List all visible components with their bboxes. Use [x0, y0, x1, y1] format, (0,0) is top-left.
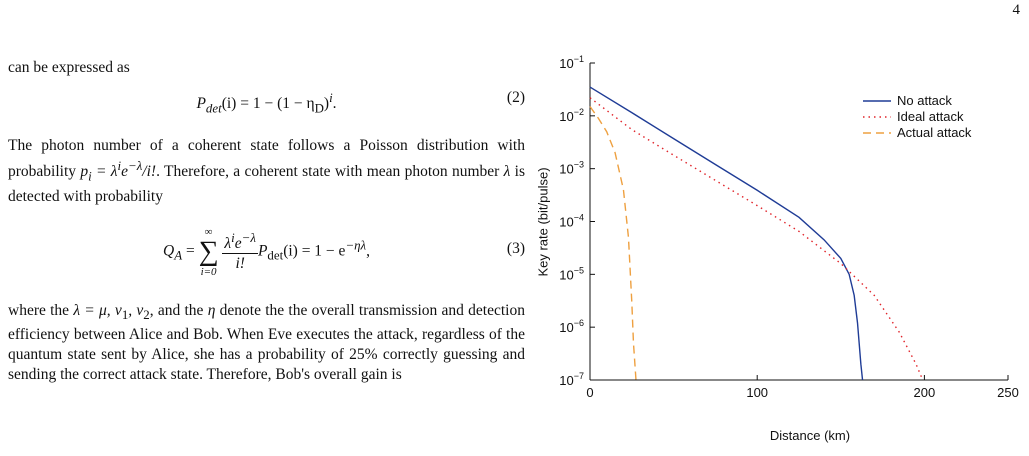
eq-part: λ — [224, 235, 232, 253]
y-tick-label: 10−2 — [559, 107, 584, 124]
text-run: 1 — [121, 306, 129, 322]
x-axis-label: Distance (km) — [770, 428, 850, 443]
eq-part: = — [185, 242, 195, 260]
text-run: , ν — [128, 301, 144, 319]
eq-part: D — [314, 100, 324, 116]
text-run: p — [80, 163, 89, 181]
text-run: λ = μ, ν — [73, 301, 122, 319]
y-tick-label: 10−3 — [559, 160, 584, 177]
x-tick-label: 100 — [746, 385, 768, 400]
equation-number: (2) — [506, 89, 525, 106]
eq-part: A — [174, 247, 183, 263]
text-run: where the — [8, 301, 74, 319]
eq-part: i! — [235, 255, 245, 273]
text-run: The photon number of a coherent state fo… — [8, 137, 525, 181]
summation: ∞ ∑ i=0 — [199, 225, 219, 279]
paragraph: The photon number of a coherent state fo… — [8, 136, 525, 206]
eq-part: i — [329, 90, 333, 105]
eq-part: . — [332, 95, 337, 113]
text-run: /i! — [142, 163, 157, 181]
eq-part: −ηλ — [345, 236, 367, 252]
legend-label: Ideal attack — [897, 109, 964, 124]
text-run: i — [117, 158, 122, 174]
y-axis-label: Key rate (bit/pulse) — [535, 167, 550, 276]
text-run: 2 — [143, 306, 150, 322]
text-run: e — [121, 163, 128, 181]
text-column: can be expressed as Pdet(i) = 1 − (1 − η… — [8, 58, 525, 385]
eq-part: (i) = 1 − (1 − η — [221, 95, 315, 113]
x-tick-label: 250 — [997, 385, 1019, 400]
eq-part: −λ — [241, 229, 256, 245]
eq-part: P — [196, 95, 206, 113]
y-tick-label: 10−4 — [559, 213, 584, 230]
x-tick-label: 200 — [914, 385, 936, 400]
eq-part: i — [231, 229, 235, 245]
eq-part: ∑ — [198, 235, 219, 267]
eq-part: Q — [162, 242, 175, 260]
text-run: η — [207, 301, 216, 319]
legend-label: Actual attack — [897, 125, 972, 140]
text-run: , and the — [149, 301, 208, 319]
x-tick-label: 0 — [586, 385, 593, 400]
paragraph: where the λ = μ, ν1, ν2, and the η denot… — [8, 301, 525, 385]
eq-part: P — [257, 242, 268, 260]
text-run: i — [88, 168, 92, 184]
eq-part: e — [234, 235, 242, 253]
equation-number: (3) — [506, 239, 525, 257]
eq-part: i=0 — [200, 265, 217, 278]
y-tick-label: 10−7 — [559, 371, 584, 388]
eq-part: det — [267, 247, 284, 263]
line-series — [589, 97, 924, 381]
line-series — [589, 86, 864, 381]
equation: QA = ∞ ∑ i=0 λie−λ i! Pdet(i) = 1 − e−ηλ, (3… — [8, 225, 525, 279]
eq-part: (i) = 1 − e — [283, 242, 346, 260]
y-tick-label: 10−6 — [559, 318, 584, 335]
legend-label: No attack — [897, 93, 952, 108]
text-run: −λ — [127, 158, 143, 174]
text-run: λ — [503, 163, 511, 181]
eq-part: ∞ — [204, 225, 213, 238]
eq-part: , — [366, 242, 371, 260]
chart: Distance (km) Key rate (bit/pulse) 10−7 1… — [535, 54, 1019, 443]
fraction: λie−λ i! — [222, 229, 258, 274]
text-run: denote the the overall transmission and … — [8, 301, 525, 383]
y-tick-label: 10−1 — [559, 54, 584, 71]
page-number: 4 — [1012, 2, 1021, 18]
text-run: = λ — [91, 163, 118, 181]
equation: Pdet(i) = 1 − (1 − ηD)i. (2) — [8, 88, 525, 118]
line-series — [589, 106, 637, 381]
intro: can be expressed as — [8, 59, 130, 76]
text-run: is detected with probability — [8, 163, 525, 205]
text-run: . Therefore, a coherent state with mean … — [156, 163, 504, 181]
eq-part: det — [205, 100, 222, 116]
eq-part: ) — [323, 95, 330, 113]
y-tick-label: 10−5 — [559, 265, 584, 282]
